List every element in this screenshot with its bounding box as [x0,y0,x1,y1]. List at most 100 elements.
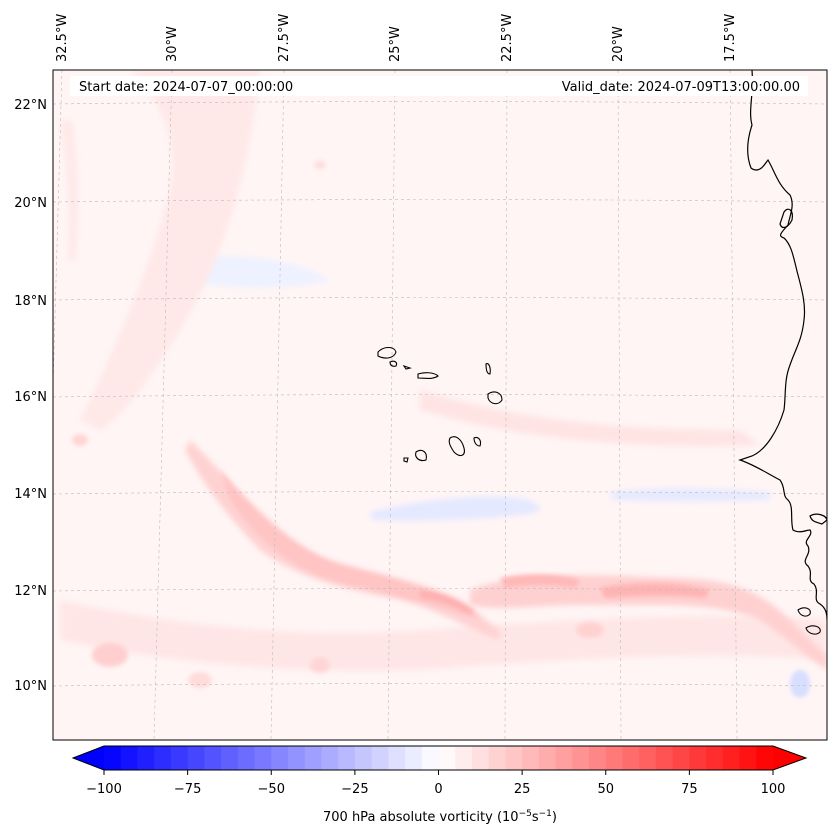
colorbar-segment [538,746,557,770]
colorbar-tick-label: −50 [258,782,285,797]
latitude-gridline [53,101,827,105]
colorbar-segment [338,746,356,770]
colorbar-segment [405,746,423,770]
negative-vorticity-band [610,488,770,502]
vorticity-core [500,574,580,588]
colorbar-segment [187,746,205,770]
colorbar: −100 −75 −50 −25 0 25 50 75 100 700 hPa absolute… [71,745,808,825]
island-fogo [415,449,427,462]
island-boa-vista [487,391,503,405]
positive-vorticity-patch [72,434,88,446]
map-plot-area [53,70,827,740]
colorbar-segment [221,746,239,770]
colorbar-tick-label: −25 [341,782,368,797]
colorbar-segment [488,746,507,770]
island-sao-nicolau [417,372,439,380]
island-maio [473,436,482,447]
colorbar-segment [572,746,590,770]
african-coastline [738,70,827,621]
valid-date-label: Valid_date: 2024-07-09T13:00:00.00 [562,80,800,95]
colorbar-segment [706,746,724,770]
colorbar-segment [120,746,139,770]
positive-vorticity-band [60,600,827,671]
colorbar-ticks: −100 −75 −50 −25 0 25 50 75 100 [86,770,785,797]
map-frame [52,69,828,741]
colorbar-segment [237,746,256,770]
african-coastline [779,208,793,229]
colorbar-segment [672,746,690,770]
start-date-label: Start date: 2024-07-07_00:00:00 [79,80,293,95]
longitude-gridline [270,70,285,740]
colorbar-segment [304,746,323,770]
longitude-gridline [504,70,508,740]
positive-vorticity-patch [92,643,128,667]
colorbar-segment [605,746,624,770]
colorbar-segment [137,746,155,770]
latitude-gridline [53,199,827,203]
colorbar-segment [204,746,222,770]
colorbar-high-extension [773,746,806,770]
positive-vorticity-patch [310,657,330,673]
latitude-labels: 22°N 20°N 18°N 16°N 14°N 12°N 10°N [14,98,47,694]
colorbar-segment [639,746,657,770]
colorbar-segment [522,746,540,770]
colorbar-segment [154,746,172,770]
island-brava [403,457,409,463]
negative-vorticity-patch [790,670,810,698]
colorbar-segment [655,746,674,770]
colorbar-segment [170,746,189,770]
colorbar-segment [589,746,607,770]
longitude-gridline [729,70,738,740]
colorbar-segment [438,746,456,770]
colorbar-tick-label: 0 [434,782,442,797]
island-sal [485,363,491,375]
longitude-label: 17.5°W [723,14,738,62]
colorbar-tick-label: 25 [514,782,531,797]
vorticity-field [60,70,827,698]
latitude-gridline [53,491,827,495]
gridlines [53,70,827,740]
colorbar-title-unit: s [532,810,539,825]
positive-vorticity-patch [314,161,326,169]
longitude-labels: 32.5°W 30°W 27.5°W 25°W 22.5°W 20°W 17.5… [55,14,738,62]
positive-vorticity-band [60,120,78,260]
colorbar-title: 700 hPa absolute vorticity (10−5s−1) [323,809,557,825]
colorbar-tick-label: 75 [681,782,698,797]
positive-vorticity-band [80,70,260,430]
latitude-gridline [53,683,827,687]
coastal-island [797,607,811,617]
colorbar-segment [739,746,757,770]
latitude-label: 18°N [14,294,47,309]
colorbar-segment [505,746,523,770]
colorbar-segment [321,746,339,770]
longitude-gridline [387,70,396,740]
island-santa-luzia [402,364,412,370]
longitude-label: 20°W [611,26,626,62]
longitude-gridline [153,70,173,740]
latitude-gridline [53,588,827,592]
colorbar-tick-label: 50 [597,782,614,797]
colorbar-segment [756,746,774,770]
colorbar-segment [622,746,640,770]
longitude-label: 30°W [165,26,180,62]
colorbar-segment [104,746,122,770]
island-santiago [448,436,465,457]
colorbar-segment [354,746,373,770]
longitude-gridline [617,70,622,740]
colorbar-low-extension [73,746,104,770]
vorticity-streamer [470,575,827,670]
longitude-label: 25°W [388,26,403,62]
negative-vorticity-band [370,496,541,521]
colorbar-segment [254,746,272,770]
colorbar-segment [287,746,306,770]
vorticity-core [420,590,475,614]
latitude-label: 22°N [14,98,47,113]
longitude-label: 27.5°W [277,14,292,62]
latitude-gridline [53,394,827,398]
coastal-island [805,625,821,635]
colorbar-tick-label: 100 [761,782,786,797]
colorbar-segment [371,746,389,770]
vorticity-core [600,582,710,598]
colorbar-tick-label: −100 [86,782,122,797]
